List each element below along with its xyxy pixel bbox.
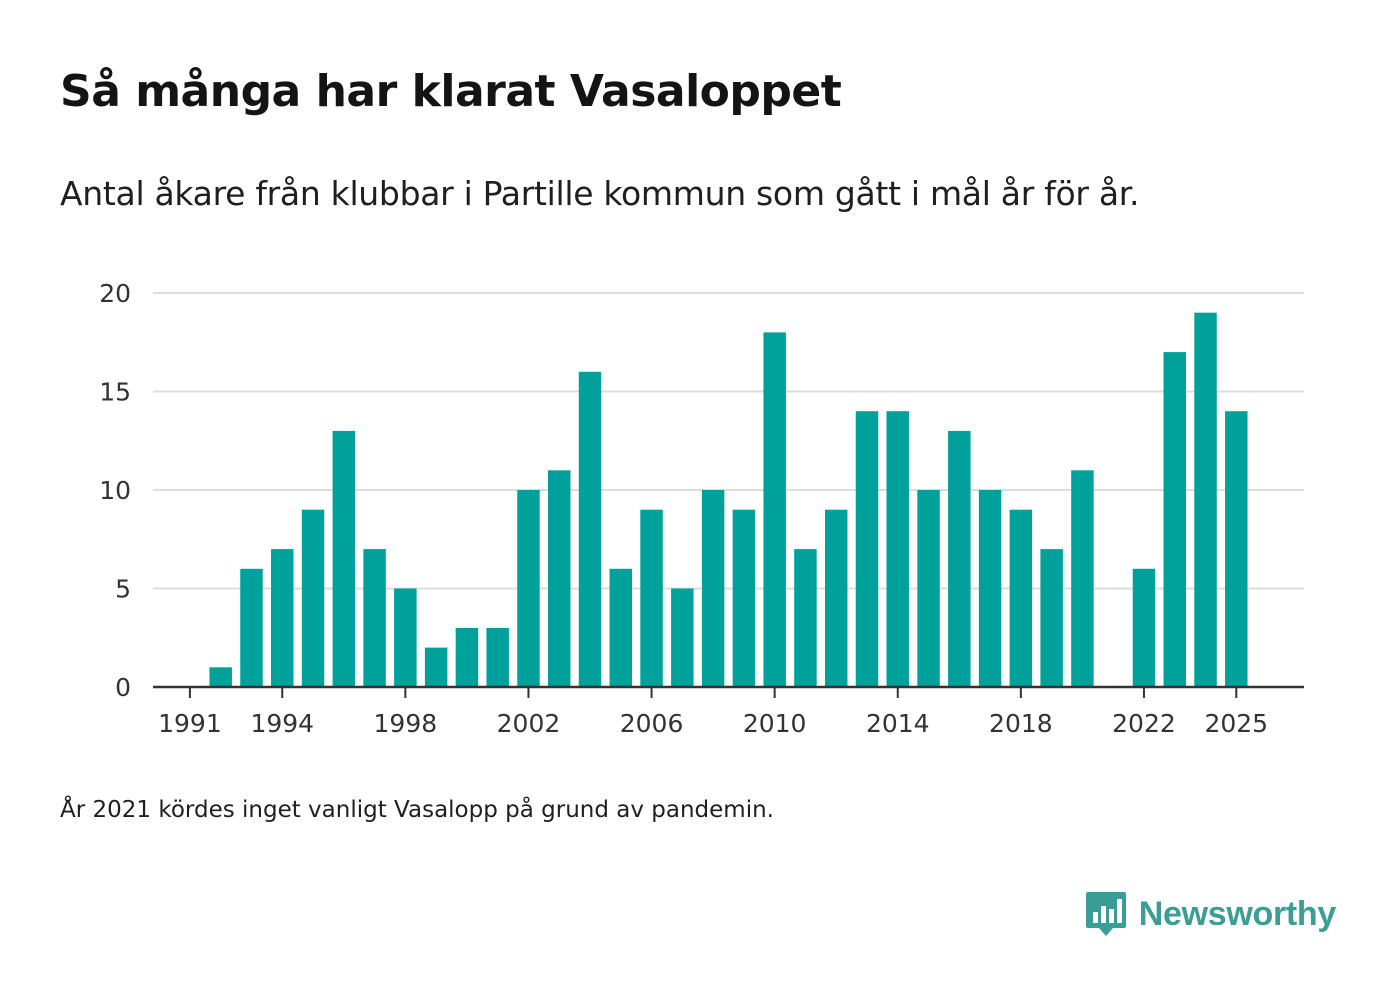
y-tick-label: 5: [115, 575, 131, 604]
x-tick-label: 2010: [743, 709, 807, 738]
bar-1998: [394, 588, 417, 687]
bar-2013: [855, 411, 879, 687]
x-tick-label: 1998: [374, 709, 438, 738]
bar-2011: [794, 549, 817, 687]
bar-2016: [948, 430, 971, 687]
bar-1997: [363, 549, 386, 687]
x-tick-label: 1991: [158, 709, 222, 738]
x-tick-label: 2002: [497, 709, 561, 738]
bar-2007: [671, 588, 694, 687]
bar-2020: [1071, 470, 1094, 687]
footnote: År 2021 kördes inget vanligt Vasalopp på…: [60, 797, 774, 823]
bar-1992: [209, 667, 232, 687]
brand-logo: Newsworthy: [1085, 890, 1336, 938]
y-tick-label: 10: [99, 476, 131, 505]
bar-2018: [1009, 509, 1033, 687]
chart-subtitle: Antal åkare från klubbar i Partille komm…: [60, 174, 1140, 213]
bar-1999: [424, 647, 448, 687]
x-tick-label: 2014: [866, 709, 930, 738]
x-tick-label: 2022: [1112, 709, 1176, 738]
axes: 0 5 10 15 20 1991 1994 1998 2002 2006 2010 2014 2018…: [99, 279, 1304, 738]
y-tick-label: 15: [99, 378, 131, 407]
bar-2017: [978, 490, 1002, 687]
x-tick-label: 1994: [250, 709, 314, 738]
bar-2010: [763, 332, 786, 687]
bar-2023: [1163, 352, 1186, 687]
bar-2009: [732, 509, 756, 687]
x-tick-label: 2025: [1204, 709, 1268, 738]
gridlines: [153, 292, 1304, 590]
bar-2008: [701, 490, 725, 687]
bar-2012: [824, 509, 848, 687]
bar-1993: [240, 568, 263, 687]
brand-name: Newsworthy: [1138, 894, 1337, 933]
bars: [209, 312, 1248, 687]
bar-chart-speech-bubble-icon: [1085, 892, 1126, 936]
bar-1995: [301, 509, 325, 687]
bar-1996: [332, 430, 356, 687]
x-tick-label: 2006: [620, 709, 684, 738]
y-tick-label: 0: [115, 673, 131, 702]
x-tick-label: 2018: [989, 709, 1053, 738]
bar-2003: [548, 470, 571, 687]
bar-2002: [517, 490, 540, 687]
bar-2006: [640, 509, 663, 687]
bar-2000: [455, 627, 479, 687]
chart-title: Så många har klarat Vasaloppet: [60, 66, 842, 117]
bar-2022: [1132, 568, 1156, 687]
bar-1994: [271, 549, 294, 687]
bar-2015: [917, 490, 940, 687]
bar-2005: [609, 568, 633, 687]
bar-2024: [1194, 312, 1217, 687]
bar-2004: [578, 371, 602, 687]
bar-2025: [1225, 411, 1248, 687]
y-tick-label: 20: [99, 279, 131, 308]
bar-2014: [886, 411, 909, 687]
bar-2001: [486, 627, 509, 687]
bar-2019: [1040, 549, 1063, 687]
